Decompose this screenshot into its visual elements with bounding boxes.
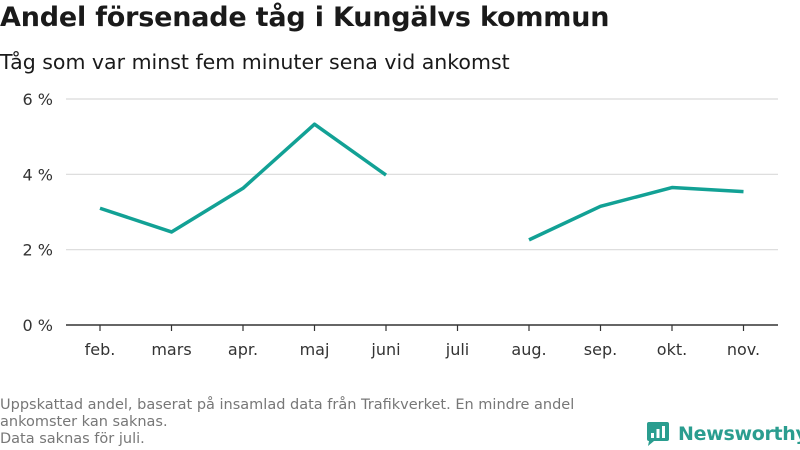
series-line-segment [528, 185, 744, 242]
y-tick-label: 0 % [23, 316, 53, 335]
x-tick-label: mars [151, 340, 191, 359]
footnote: Uppskattad andel, baserat på insamlad da… [0, 397, 640, 448]
newsworthy-logo-text: Newsworthy [678, 423, 800, 445]
x-tick-label: juni [370, 340, 400, 359]
newsworthy-logo: Newsworthy [645, 420, 800, 448]
footnote-line-1: Uppskattad andel, baserat på insamlad da… [0, 397, 575, 413]
y-tick-label: 4 % [23, 165, 53, 184]
y-tick-label: 2 % [23, 241, 53, 260]
chart-subtitle: Tåg som var minst fem minuter sena vid a… [0, 50, 510, 74]
footnote-line-3: Data saknas för juli. [0, 431, 145, 447]
chart-title: Andel försenade tåg i Kungälvs kommun [0, 2, 610, 33]
y-tick-label: 6 % [23, 90, 53, 109]
x-tick-label: maj [300, 340, 330, 359]
x-tick-label: apr. [228, 340, 258, 359]
x-tick-label: juli [445, 340, 469, 359]
newsworthy-logo-icon [647, 422, 669, 446]
series-line-segment [99, 122, 388, 234]
x-tick-label: aug. [511, 340, 546, 359]
x-tick-label: nov. [727, 340, 760, 359]
footnote-line-2: ankomster kan saknas. [0, 414, 168, 430]
x-tick-label: sep. [584, 340, 617, 359]
x-tick-label: feb. [85, 340, 116, 359]
x-tick-label: okt. [657, 340, 687, 359]
line-chart: 0 % 2 % 4 % 6 % feb. mars apr. maj juni juli aug. s… [23, 90, 778, 359]
